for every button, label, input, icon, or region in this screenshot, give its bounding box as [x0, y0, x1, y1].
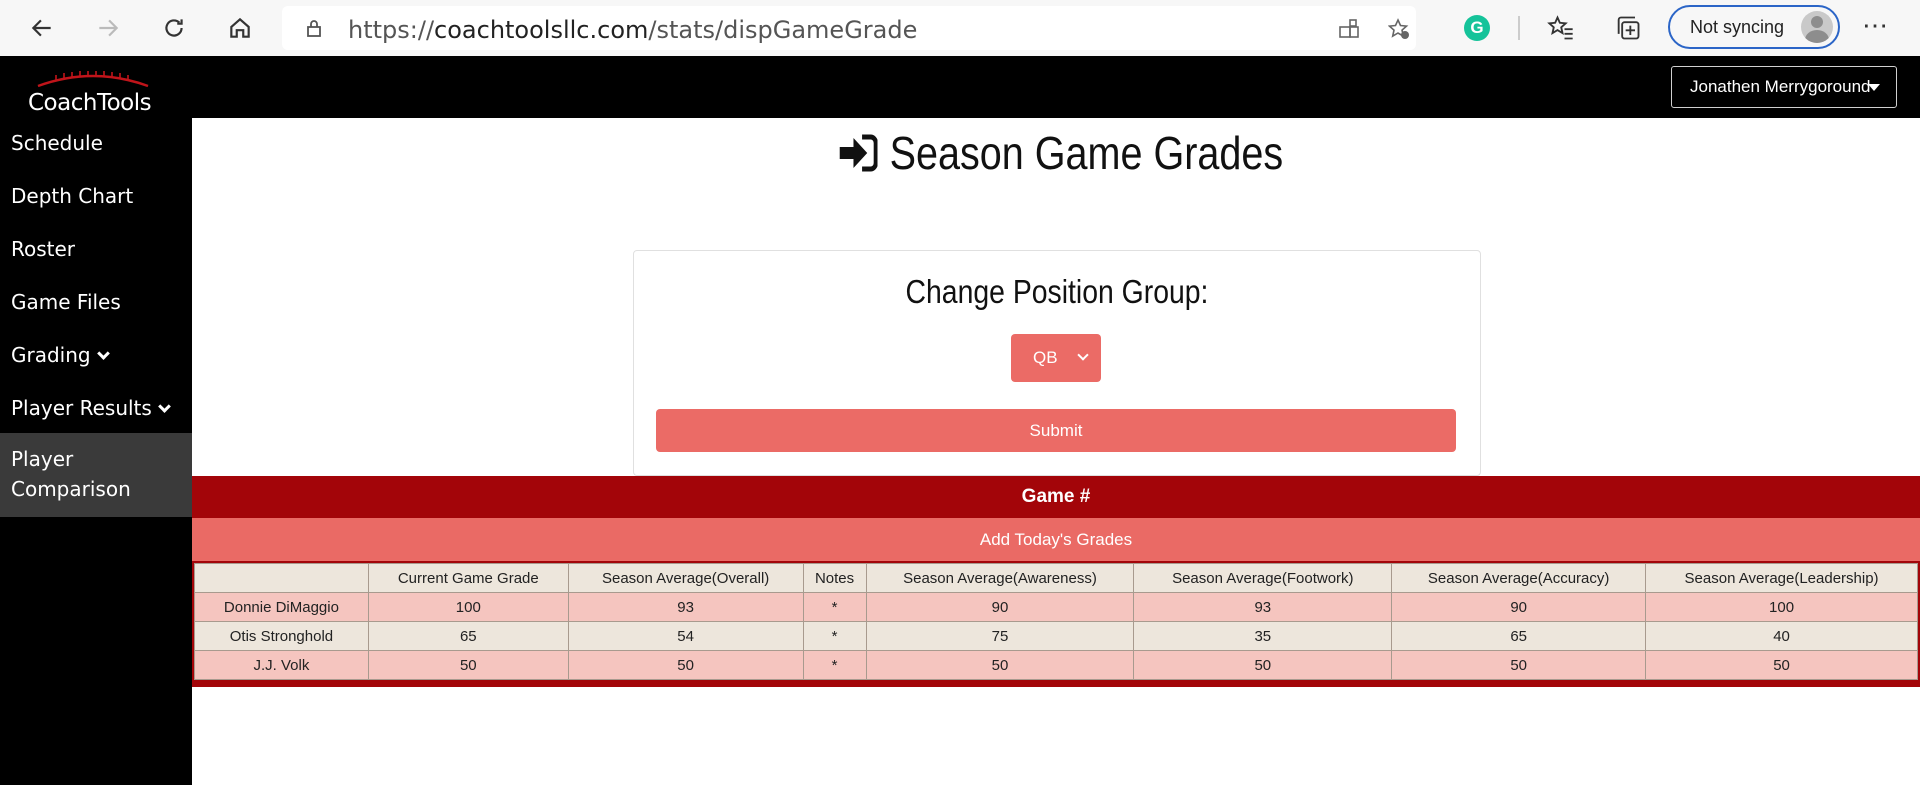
chevron-down-icon — [157, 400, 171, 413]
forward-icon[interactable] — [88, 8, 128, 48]
table-row: J.J. Volk 50 50 * 50 50 50 50 — [194, 650, 1918, 680]
game-number-header: Game # — [192, 476, 1920, 518]
sidebar-item-depth-chart[interactable]: Depth Chart — [11, 184, 134, 208]
logo-text: CoachTools — [28, 90, 152, 116]
table-cell: 50 — [567, 650, 804, 680]
table-row: Donnie DiMaggio 100 93 * 90 93 90 100 — [194, 592, 1918, 622]
sidebar-item-player-comparison[interactable]: Player Comparison — [0, 433, 192, 517]
table-cell: 75 — [865, 621, 1135, 651]
table-cell: 100 — [367, 592, 569, 622]
table-cell: 50 — [865, 650, 1135, 680]
table-cell: 35 — [1133, 621, 1393, 651]
sidebar-item-roster[interactable]: Roster — [11, 237, 76, 261]
position-group-title: Change Position Group: — [905, 273, 1209, 310]
caret-down-icon — [1868, 84, 1880, 91]
chevron-down-icon — [96, 347, 110, 360]
back-icon[interactable] — [22, 8, 62, 48]
add-todays-grades-button[interactable]: Add Today's Grades — [192, 518, 1920, 561]
url-text[interactable]: https://coachtoolsllc.com/stats/dispGame… — [348, 16, 918, 44]
column-header: Season Average(Footwork) — [1133, 563, 1393, 593]
table-cell: 65 — [367, 621, 569, 651]
profile-sync-button[interactable]: Not syncing — [1668, 5, 1840, 49]
grammarly-icon[interactable]: G — [1464, 15, 1490, 41]
user-menu-button[interactable]: Jonathen Merrygoround — [1671, 66, 1897, 108]
user-name: Jonathen Merrygoround — [1690, 77, 1871, 96]
browser-toolbar: https://coachtoolsllc.com/stats/dispGame… — [0, 0, 1920, 56]
table-cell: 50 — [1391, 650, 1647, 680]
lock-icon[interactable] — [304, 18, 324, 38]
favorites-icon[interactable] — [1547, 14, 1575, 42]
avatar-icon — [1801, 11, 1833, 43]
app-header — [192, 56, 1920, 118]
table-cell: * — [802, 621, 867, 651]
chevron-down-icon — [1077, 349, 1089, 361]
grades-table: Current Game Grade Season Average(Overal… — [194, 563, 1918, 680]
football-laces-icon — [37, 71, 149, 88]
table-cell: 90 — [1391, 592, 1647, 622]
submit-button[interactable]: Submit — [656, 409, 1456, 452]
table-cell: 40 — [1645, 621, 1918, 651]
sidebar: CoachTools Schedule Depth Chart Roster G… — [0, 56, 192, 785]
sidebar-item-grading[interactable]: Grading — [0, 340, 192, 370]
page-title: Season Game Grades — [838, 126, 1283, 180]
table-cell: Otis Stronghold — [194, 621, 369, 651]
table-cell: J.J. Volk — [194, 650, 369, 680]
table-cell: 93 — [1133, 592, 1393, 622]
table-cell: 50 — [1645, 650, 1918, 680]
position-select[interactable]: QB — [1011, 334, 1101, 382]
sidebar-item-schedule[interactable]: Schedule — [11, 131, 103, 155]
logo[interactable]: CoachTools — [18, 64, 168, 116]
position-group-card: Change Position Group: QB Submit — [633, 250, 1481, 476]
table-cell: 93 — [567, 592, 804, 622]
sign-in-icon — [839, 134, 878, 172]
address-bar[interactable]: https://coachtoolsllc.com/stats/dispGame… — [282, 6, 1416, 50]
table-cell: 90 — [865, 592, 1135, 622]
toolbar-divider — [1518, 16, 1520, 40]
table-cell: 100 — [1645, 592, 1918, 622]
column-header: Season Average(Awareness) — [865, 563, 1135, 593]
table-cell: 50 — [1133, 650, 1393, 680]
table-cell: 54 — [567, 621, 804, 651]
table-header-row: Current Game Grade Season Average(Overal… — [194, 563, 1918, 593]
table-cell: 65 — [1391, 621, 1647, 651]
table-cell: * — [802, 650, 867, 680]
column-header: Season Average(Overall) — [567, 563, 804, 593]
column-header: Notes — [802, 563, 867, 593]
sidebar-item-game-files[interactable]: Game Files — [11, 290, 121, 314]
refresh-icon[interactable] — [154, 8, 194, 48]
home-icon[interactable] — [220, 8, 260, 48]
collections-icon[interactable] — [1614, 14, 1642, 42]
table-cell: Donnie DiMaggio — [194, 592, 369, 622]
apps-icon[interactable] — [1338, 18, 1360, 40]
more-icon[interactable]: ⋯ — [1862, 10, 1889, 40]
column-header — [194, 563, 369, 593]
column-header: Season Average(Leadership) — [1645, 563, 1918, 593]
table-cell: 50 — [367, 650, 569, 680]
table-row: Otis Stronghold 65 54 * 75 35 65 40 — [194, 621, 1918, 651]
sidebar-item-player-results[interactable]: Player Results — [0, 393, 192, 423]
table-cell: * — [802, 592, 867, 622]
add-favorite-icon[interactable] — [1388, 18, 1410, 40]
column-header: Current Game Grade — [367, 563, 569, 593]
column-header: Season Average(Accuracy) — [1391, 563, 1647, 593]
sync-label: Not syncing — [1690, 16, 1785, 37]
grades-table-container: Current Game Grade Season Average(Overal… — [192, 561, 1920, 687]
